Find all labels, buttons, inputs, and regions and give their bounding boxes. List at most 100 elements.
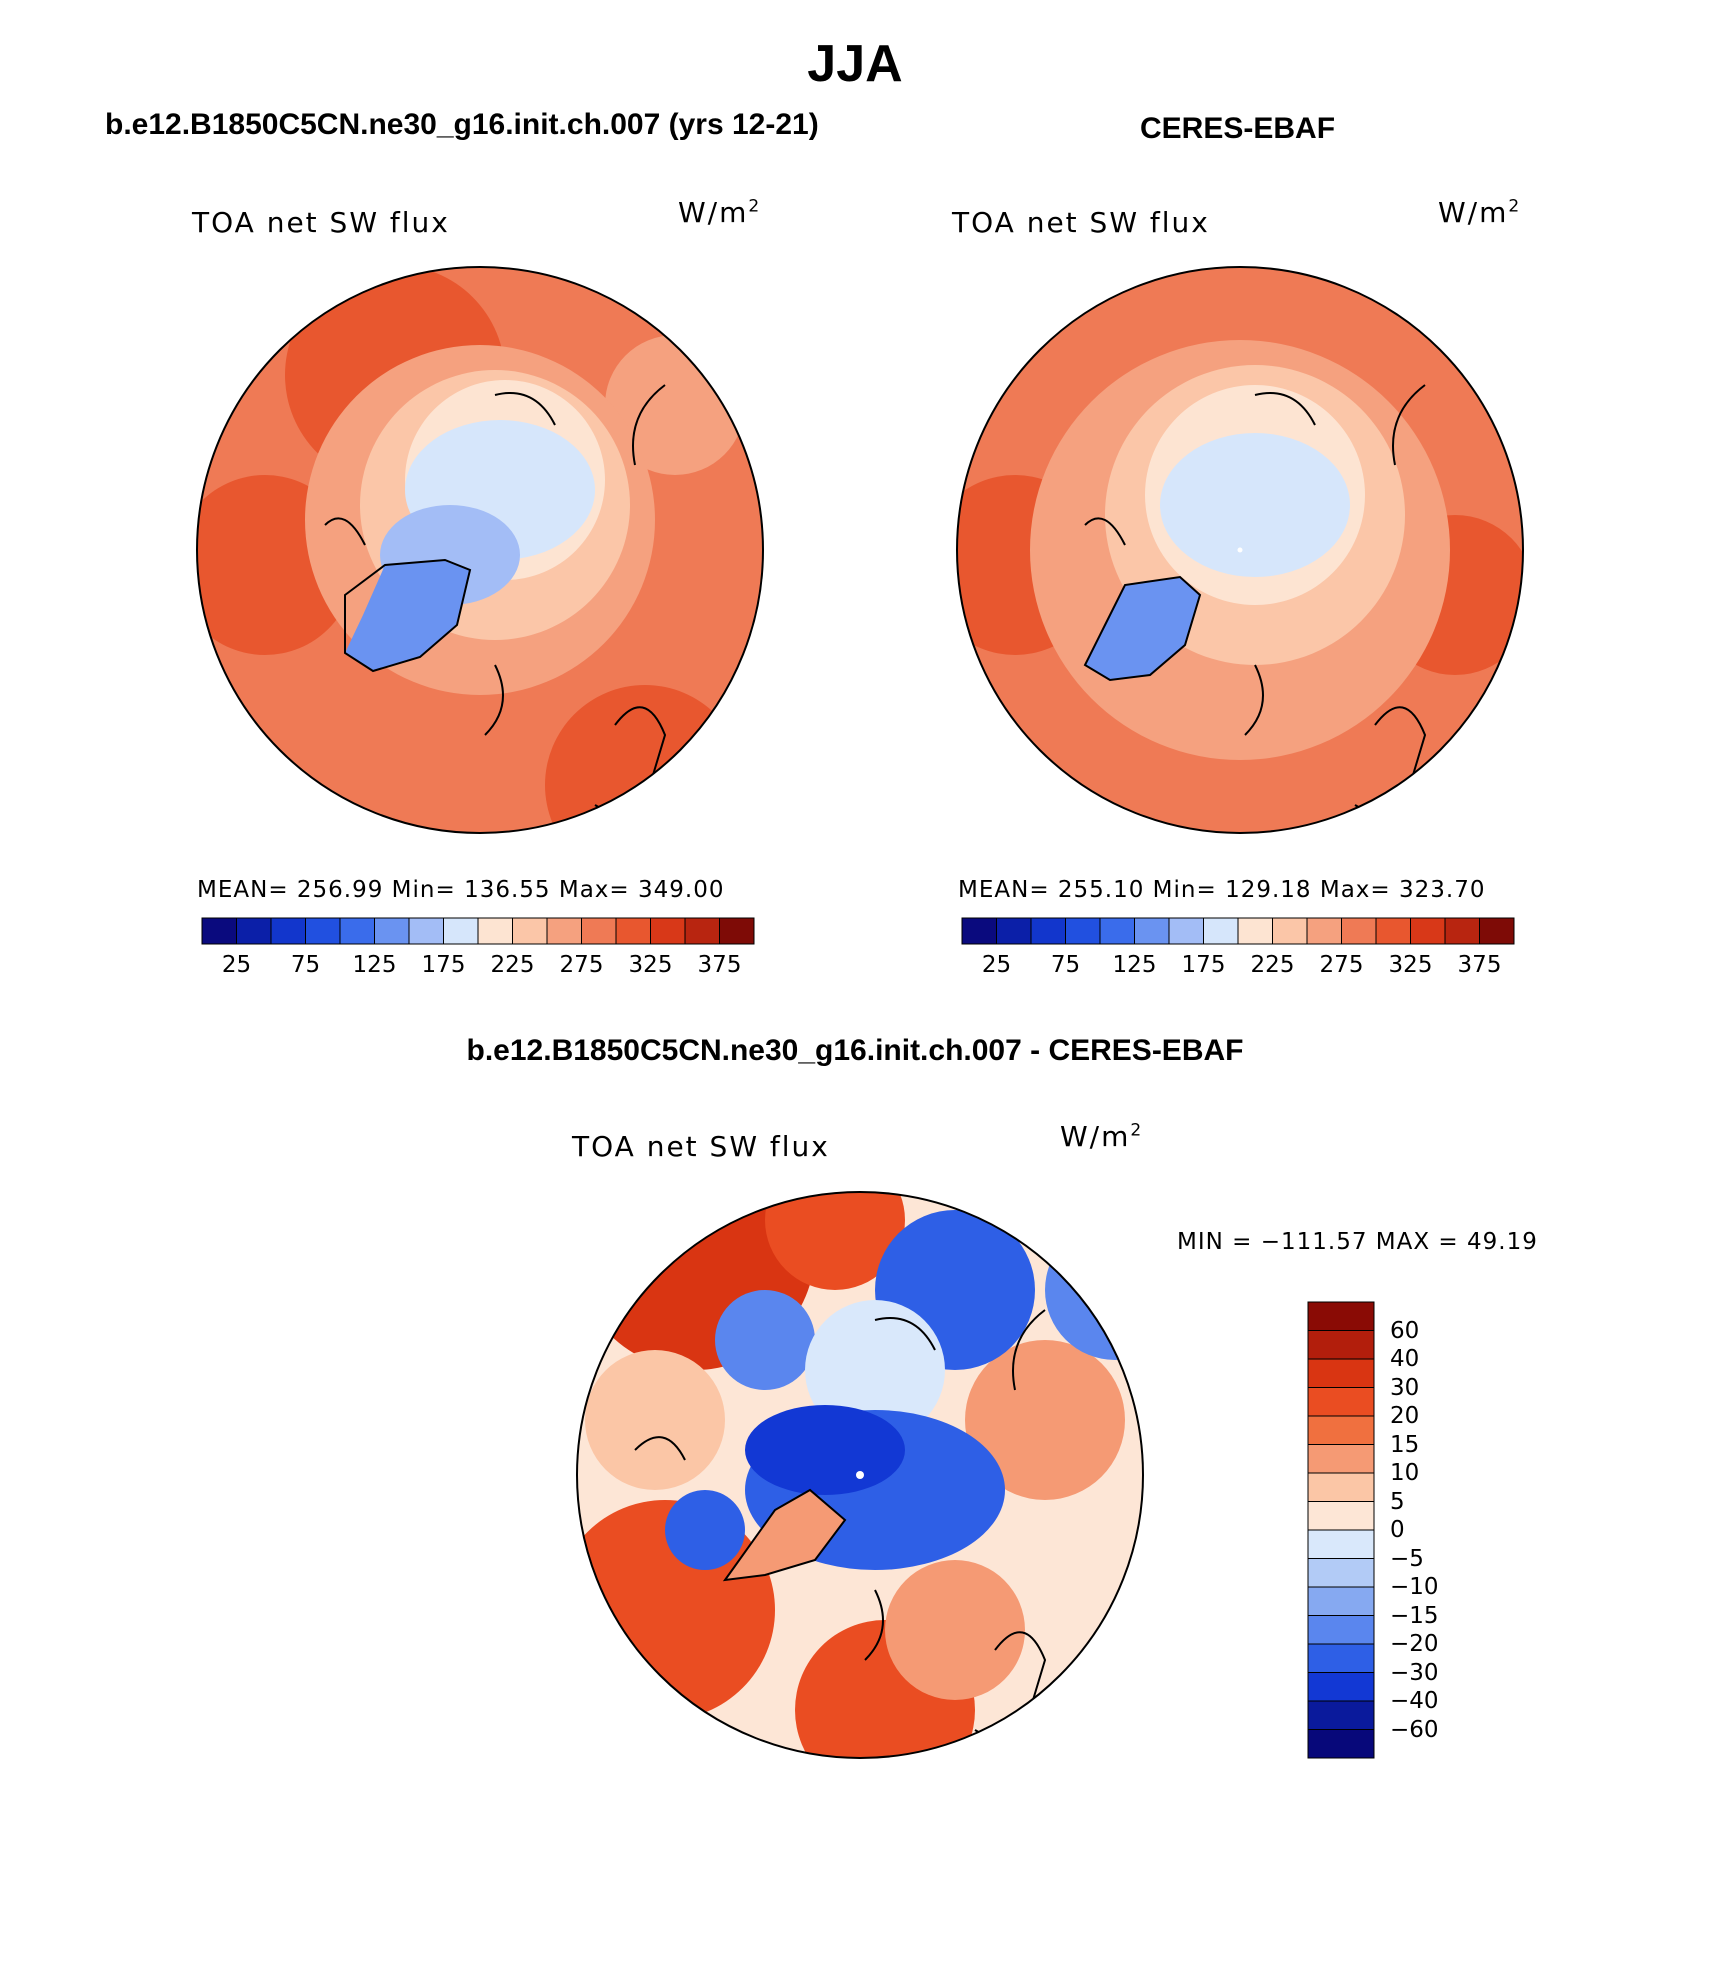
model-colorbar-tick-label: 225 xyxy=(490,952,535,978)
model-colorbar-swatch xyxy=(512,917,548,945)
difference-colorbar-label: −20 xyxy=(1390,1631,1439,1657)
model-panel-heading: b.e12.B1850C5CN.ne30_g16.init.ch.007 (yr… xyxy=(105,108,819,141)
model-colorbar-tick-label: 325 xyxy=(628,952,673,978)
difference-colorbar-swatch xyxy=(1307,1586,1375,1616)
model-colorbar-swatch xyxy=(305,917,341,945)
difference-colorbar-swatch xyxy=(1307,1700,1375,1730)
difference-colorbar-label: −60 xyxy=(1390,1716,1439,1743)
difference-colorbar xyxy=(1307,1301,1375,1759)
difference-units-label: W/m2 xyxy=(1060,1120,1144,1153)
model-colorbar-swatch xyxy=(477,917,513,945)
model-colorbar-swatch xyxy=(201,917,237,945)
model-colorbar-swatch xyxy=(270,917,306,945)
difference-colorbar-label: 60 xyxy=(1390,1317,1420,1344)
difference-colorbar-swatch xyxy=(1307,1501,1375,1531)
model-colorbar-swatch xyxy=(546,917,582,945)
model-colorbar-swatch xyxy=(684,917,720,945)
model-colorbar-swatch xyxy=(408,917,444,945)
obs-colorbar-tick-label: 125 xyxy=(1112,952,1157,978)
obs-colorbar-swatch xyxy=(1375,917,1411,945)
obs-colorbar-swatch xyxy=(961,917,997,945)
difference-colorbar-swatch xyxy=(1307,1529,1375,1559)
model-colorbar-tick-label: 75 xyxy=(290,952,321,978)
difference-colorbar-labels: 60 40 30 20 15 10 5 0 −5 −10 −15 −20 −30 −40 −60 xyxy=(1382,1300,1462,1760)
model-polar-map xyxy=(196,266,764,834)
difference-colorbar-swatch xyxy=(1307,1643,1375,1673)
model-variable-label: TOA net SW flux xyxy=(192,206,450,239)
difference-colorbar-swatch xyxy=(1307,1729,1375,1759)
difference-colorbar-swatch xyxy=(1307,1415,1375,1445)
obs-colorbar-tick-label: 75 xyxy=(1050,952,1081,978)
model-colorbar xyxy=(201,917,755,945)
figure-title: JJA xyxy=(807,35,903,93)
obs-colorbar-tick-label: 275 xyxy=(1319,952,1364,978)
model-stats: MEAN= 256.99 Min= 136.55 Max= 349.00 xyxy=(197,877,725,903)
obs-colorbar-tick-label: 225 xyxy=(1250,952,1295,978)
difference-colorbar-swatch xyxy=(1307,1330,1375,1360)
difference-colorbar-swatch xyxy=(1307,1615,1375,1645)
difference-colorbar-label: 40 xyxy=(1390,1346,1420,1372)
model-units-label: W/m2 xyxy=(678,196,762,229)
model-colorbar-tick-label: 125 xyxy=(352,952,397,978)
model-colorbar-tick-label: 175 xyxy=(421,952,466,978)
difference-colorbar-swatch xyxy=(1307,1444,1375,1474)
obs-colorbar-swatch xyxy=(1203,917,1239,945)
difference-colorbar-swatch xyxy=(1307,1558,1375,1588)
difference-colorbar-swatch xyxy=(1307,1358,1375,1388)
model-colorbar-swatch xyxy=(374,917,410,945)
model-colorbar-swatch xyxy=(339,917,375,945)
model-colorbar-tick-label: 375 xyxy=(697,952,742,978)
obs-colorbar-tick-label: 325 xyxy=(1388,952,1433,978)
obs-colorbar-ticks: 25 75 125 175 225 275 325 375 xyxy=(960,952,1516,982)
model-colorbar-tick-label: 25 xyxy=(221,952,252,978)
obs-colorbar xyxy=(961,917,1515,945)
difference-colorbar-swatch xyxy=(1307,1672,1375,1702)
obs-colorbar-swatch xyxy=(1030,917,1066,945)
difference-colorbar-swatch xyxy=(1307,1387,1375,1417)
obs-units-label: W/m2 xyxy=(1438,196,1522,229)
difference-colorbar-swatch xyxy=(1307,1301,1375,1331)
obs-colorbar-swatch xyxy=(1444,917,1480,945)
model-colorbar-ticks: 25 75 125 175 225 275 325 375 xyxy=(200,952,756,982)
difference-stats: MIN = −111.57 MAX = 49.19 xyxy=(1177,1229,1538,1255)
obs-colorbar-swatch xyxy=(1237,917,1273,945)
obs-colorbar-swatch xyxy=(1272,917,1308,945)
difference-colorbar-label: −15 xyxy=(1390,1602,1439,1629)
difference-colorbar-label: −30 xyxy=(1390,1659,1439,1686)
obs-colorbar-swatch xyxy=(1306,917,1342,945)
model-colorbar-swatch xyxy=(650,917,686,945)
difference-colorbar-label: −10 xyxy=(1390,1574,1439,1600)
difference-colorbar-label: 15 xyxy=(1390,1431,1420,1458)
obs-stats: MEAN= 255.10 Min= 129.18 Max= 323.70 xyxy=(958,877,1486,903)
obs-colorbar-swatch xyxy=(1065,917,1101,945)
model-colorbar-swatch xyxy=(443,917,479,945)
obs-polar-map xyxy=(956,266,1524,834)
difference-colorbar-label: −40 xyxy=(1390,1688,1439,1714)
model-colorbar-swatch xyxy=(581,917,617,945)
obs-colorbar-tick-label: 375 xyxy=(1457,952,1502,978)
difference-variable-label: TOA net SW flux xyxy=(572,1130,830,1163)
difference-colorbar-label: 0 xyxy=(1390,1517,1405,1543)
difference-colorbar-label: 10 xyxy=(1390,1460,1420,1486)
difference-panel-heading: b.e12.B1850C5CN.ne30_g16.init.ch.007 - C… xyxy=(466,1034,1244,1067)
difference-colorbar-label: 20 xyxy=(1390,1403,1420,1429)
obs-colorbar-tick-label: 25 xyxy=(981,952,1012,978)
obs-colorbar-swatch xyxy=(1341,917,1377,945)
obs-colorbar-tick-label: 175 xyxy=(1181,952,1226,978)
obs-variable-label: TOA net SW flux xyxy=(952,206,1210,239)
model-colorbar-tick-label: 275 xyxy=(559,952,604,978)
difference-colorbar-label: 5 xyxy=(1390,1488,1405,1515)
model-colorbar-swatch xyxy=(615,917,651,945)
model-colorbar-swatch xyxy=(236,917,272,945)
obs-colorbar-swatch xyxy=(1168,917,1204,945)
obs-colorbar-swatch xyxy=(1099,917,1135,945)
difference-polar-map xyxy=(576,1191,1144,1759)
obs-colorbar-swatch xyxy=(1479,917,1515,945)
obs-colorbar-swatch xyxy=(1134,917,1170,945)
obs-colorbar-swatch xyxy=(1410,917,1446,945)
model-colorbar-swatch xyxy=(719,917,755,945)
difference-colorbar-swatch xyxy=(1307,1472,1375,1502)
obs-colorbar-swatch xyxy=(996,917,1032,945)
obs-panel-heading: CERES-EBAF xyxy=(1140,112,1336,145)
difference-colorbar-label: 30 xyxy=(1390,1374,1420,1401)
